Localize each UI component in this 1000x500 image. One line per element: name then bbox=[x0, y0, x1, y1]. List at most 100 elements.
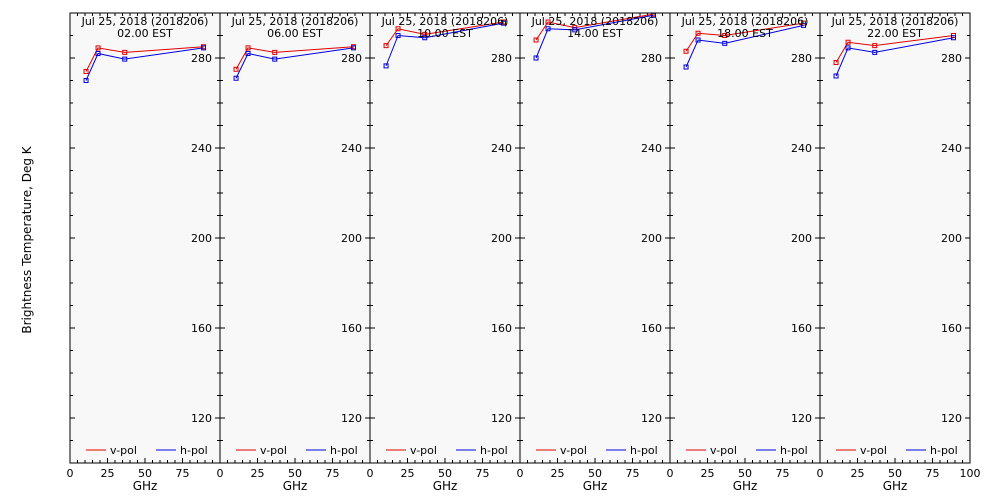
x-tick-label: 25 bbox=[551, 467, 565, 480]
legend-label-h-pol: h-pol bbox=[630, 444, 658, 457]
series-group bbox=[383, 19, 506, 69]
y-tick-label: 240 bbox=[191, 142, 212, 155]
series-group bbox=[83, 44, 206, 83]
panel-subtitle: 14.00 EST bbox=[567, 27, 623, 40]
data-point-v-pol bbox=[845, 39, 851, 45]
y-tick-label: 120 bbox=[341, 412, 362, 425]
x-tick-label: 0 bbox=[517, 467, 524, 480]
x-tick-label: 0 bbox=[67, 467, 74, 480]
x-tick-label: 25 bbox=[401, 467, 415, 480]
y-tick-label: 160 bbox=[341, 322, 362, 335]
y-tick-label: 240 bbox=[641, 142, 662, 155]
y-tick-label: 200 bbox=[491, 232, 512, 245]
y-tick-label: 200 bbox=[791, 232, 812, 245]
chart-panel-3: 120 160 200 240 280 0 25 50 75 Jul 25, 2018 (2018… bbox=[367, 12, 521, 493]
data-point-h-pol bbox=[351, 45, 356, 51]
data-point-v-pol bbox=[95, 45, 101, 51]
plot-area bbox=[70, 13, 220, 463]
x-tick-label: 75 bbox=[626, 467, 640, 480]
chart-panel-2: 120 160 200 240 280 0 25 50 75 Jul 25, 2018 (2018… bbox=[217, 12, 371, 493]
y-tick-label: 120 bbox=[641, 412, 662, 425]
data-point-v-pol bbox=[683, 48, 689, 54]
x-tick-label: 75 bbox=[476, 467, 490, 480]
y-tick-label: 280 bbox=[491, 52, 512, 65]
data-point-v-pol bbox=[833, 60, 839, 65]
x-tick-label: 100 bbox=[960, 467, 981, 480]
y-tick-label: 160 bbox=[191, 322, 212, 335]
x-axis-label: GHz bbox=[433, 479, 458, 493]
plot-area bbox=[670, 13, 820, 463]
y-tick-label: 280 bbox=[191, 52, 212, 65]
panel-title: Jul 25, 2018 (2018206) bbox=[681, 15, 809, 28]
panel-title: Jul 25, 2018 (2018206) bbox=[381, 15, 509, 28]
plot-frame bbox=[819, 12, 971, 464]
y-tick-label: 240 bbox=[341, 142, 362, 155]
panel-subtitle: 02.00 EST bbox=[117, 27, 173, 40]
y-tick-label: 240 bbox=[791, 142, 812, 155]
x-axis-label: GHz bbox=[283, 479, 308, 493]
x-tick-label: 50 bbox=[888, 467, 902, 480]
x-tick-label: 25 bbox=[251, 467, 265, 480]
y-axis-label: Brightness Temperature, Deg K bbox=[20, 145, 34, 333]
x-tick-label: 25 bbox=[701, 467, 715, 480]
y-tick-label: 160 bbox=[641, 322, 662, 335]
x-tick-label: 75 bbox=[326, 467, 340, 480]
data-point-h-pol bbox=[845, 45, 851, 51]
data-point-v-pol bbox=[233, 66, 239, 72]
series-group bbox=[833, 33, 956, 79]
y-tick-label: 280 bbox=[941, 52, 962, 65]
series-line-v-pol bbox=[235, 46, 354, 70]
plot-area bbox=[820, 13, 970, 463]
data-point-v-pol bbox=[272, 49, 278, 55]
panel-title: Jul 25, 2018 (2018206) bbox=[231, 15, 359, 28]
x-tick-label: 75 bbox=[176, 467, 190, 480]
data-point-h-pol bbox=[383, 63, 389, 69]
data-point-v-pol bbox=[395, 26, 401, 32]
legend-label-h-pol: h-pol bbox=[180, 444, 208, 457]
series-line-v-pol bbox=[85, 46, 204, 72]
legend-label-v-pol: v-pol bbox=[560, 444, 587, 457]
panel-title: Jul 25, 2018 (2018206) bbox=[531, 15, 659, 28]
series-group bbox=[233, 44, 356, 81]
data-point-v-pol bbox=[245, 45, 251, 51]
y-tick-label: 200 bbox=[341, 232, 362, 245]
y-tick-label: 280 bbox=[641, 52, 662, 65]
series-line-h-pol bbox=[235, 47, 354, 79]
data-point-h-pol bbox=[122, 56, 128, 62]
series-line-h-pol bbox=[685, 24, 804, 68]
legend-label-h-pol: h-pol bbox=[930, 444, 958, 457]
series-line-v-pol bbox=[535, 13, 654, 41]
y-tick-label: 120 bbox=[791, 412, 812, 425]
panel-subtitle: 10.00 EST bbox=[417, 27, 473, 40]
data-point-h-pol bbox=[872, 49, 878, 55]
x-tick-label: 50 bbox=[438, 467, 452, 480]
y-tick-label: 280 bbox=[341, 52, 362, 65]
panel-title: Jul 25, 2018 (2018206) bbox=[81, 15, 209, 28]
y-tick-label: 120 bbox=[191, 412, 212, 425]
data-point-v-pol bbox=[83, 69, 89, 74]
data-point-v-pol bbox=[722, 33, 728, 38]
y-tick-label: 240 bbox=[491, 142, 512, 155]
legend-label-v-pol: v-pol bbox=[410, 444, 437, 457]
series-line-v-pol bbox=[385, 21, 504, 46]
y-tick-label: 200 bbox=[941, 232, 962, 245]
series-group bbox=[683, 20, 806, 70]
data-point-v-pol bbox=[545, 19, 551, 25]
data-point-h-pol bbox=[95, 51, 101, 56]
panel-title: Jul 25, 2018 (2018206) bbox=[831, 15, 959, 28]
x-axis-label: GHz bbox=[133, 479, 158, 493]
chart-panel-4: 120 160 200 240 280 0 25 50 75 Jul 25, 2018 (2018… bbox=[517, 12, 671, 493]
data-point-h-pol bbox=[233, 75, 239, 81]
x-tick-label: 0 bbox=[667, 467, 674, 480]
x-tick-label: 75 bbox=[926, 467, 940, 480]
data-point-h-pol bbox=[533, 55, 539, 61]
x-tick-label: 50 bbox=[738, 467, 752, 480]
legend-label-v-pol: v-pol bbox=[260, 444, 287, 457]
data-point-h-pol bbox=[245, 51, 251, 56]
chart-panel-6: 120 160 200 240 280 0 25 50 75 100 Jul 25, 2018 (2… bbox=[817, 12, 981, 493]
x-axis-label: GHz bbox=[583, 479, 608, 493]
chart-panel-1: 120 160 200 240 280 0 25 50 75 Jul 25, 2018 (2018… bbox=[67, 12, 221, 493]
data-point-h-pol bbox=[572, 27, 578, 33]
x-tick-label: 25 bbox=[101, 467, 115, 480]
data-point-h-pol bbox=[951, 35, 956, 41]
